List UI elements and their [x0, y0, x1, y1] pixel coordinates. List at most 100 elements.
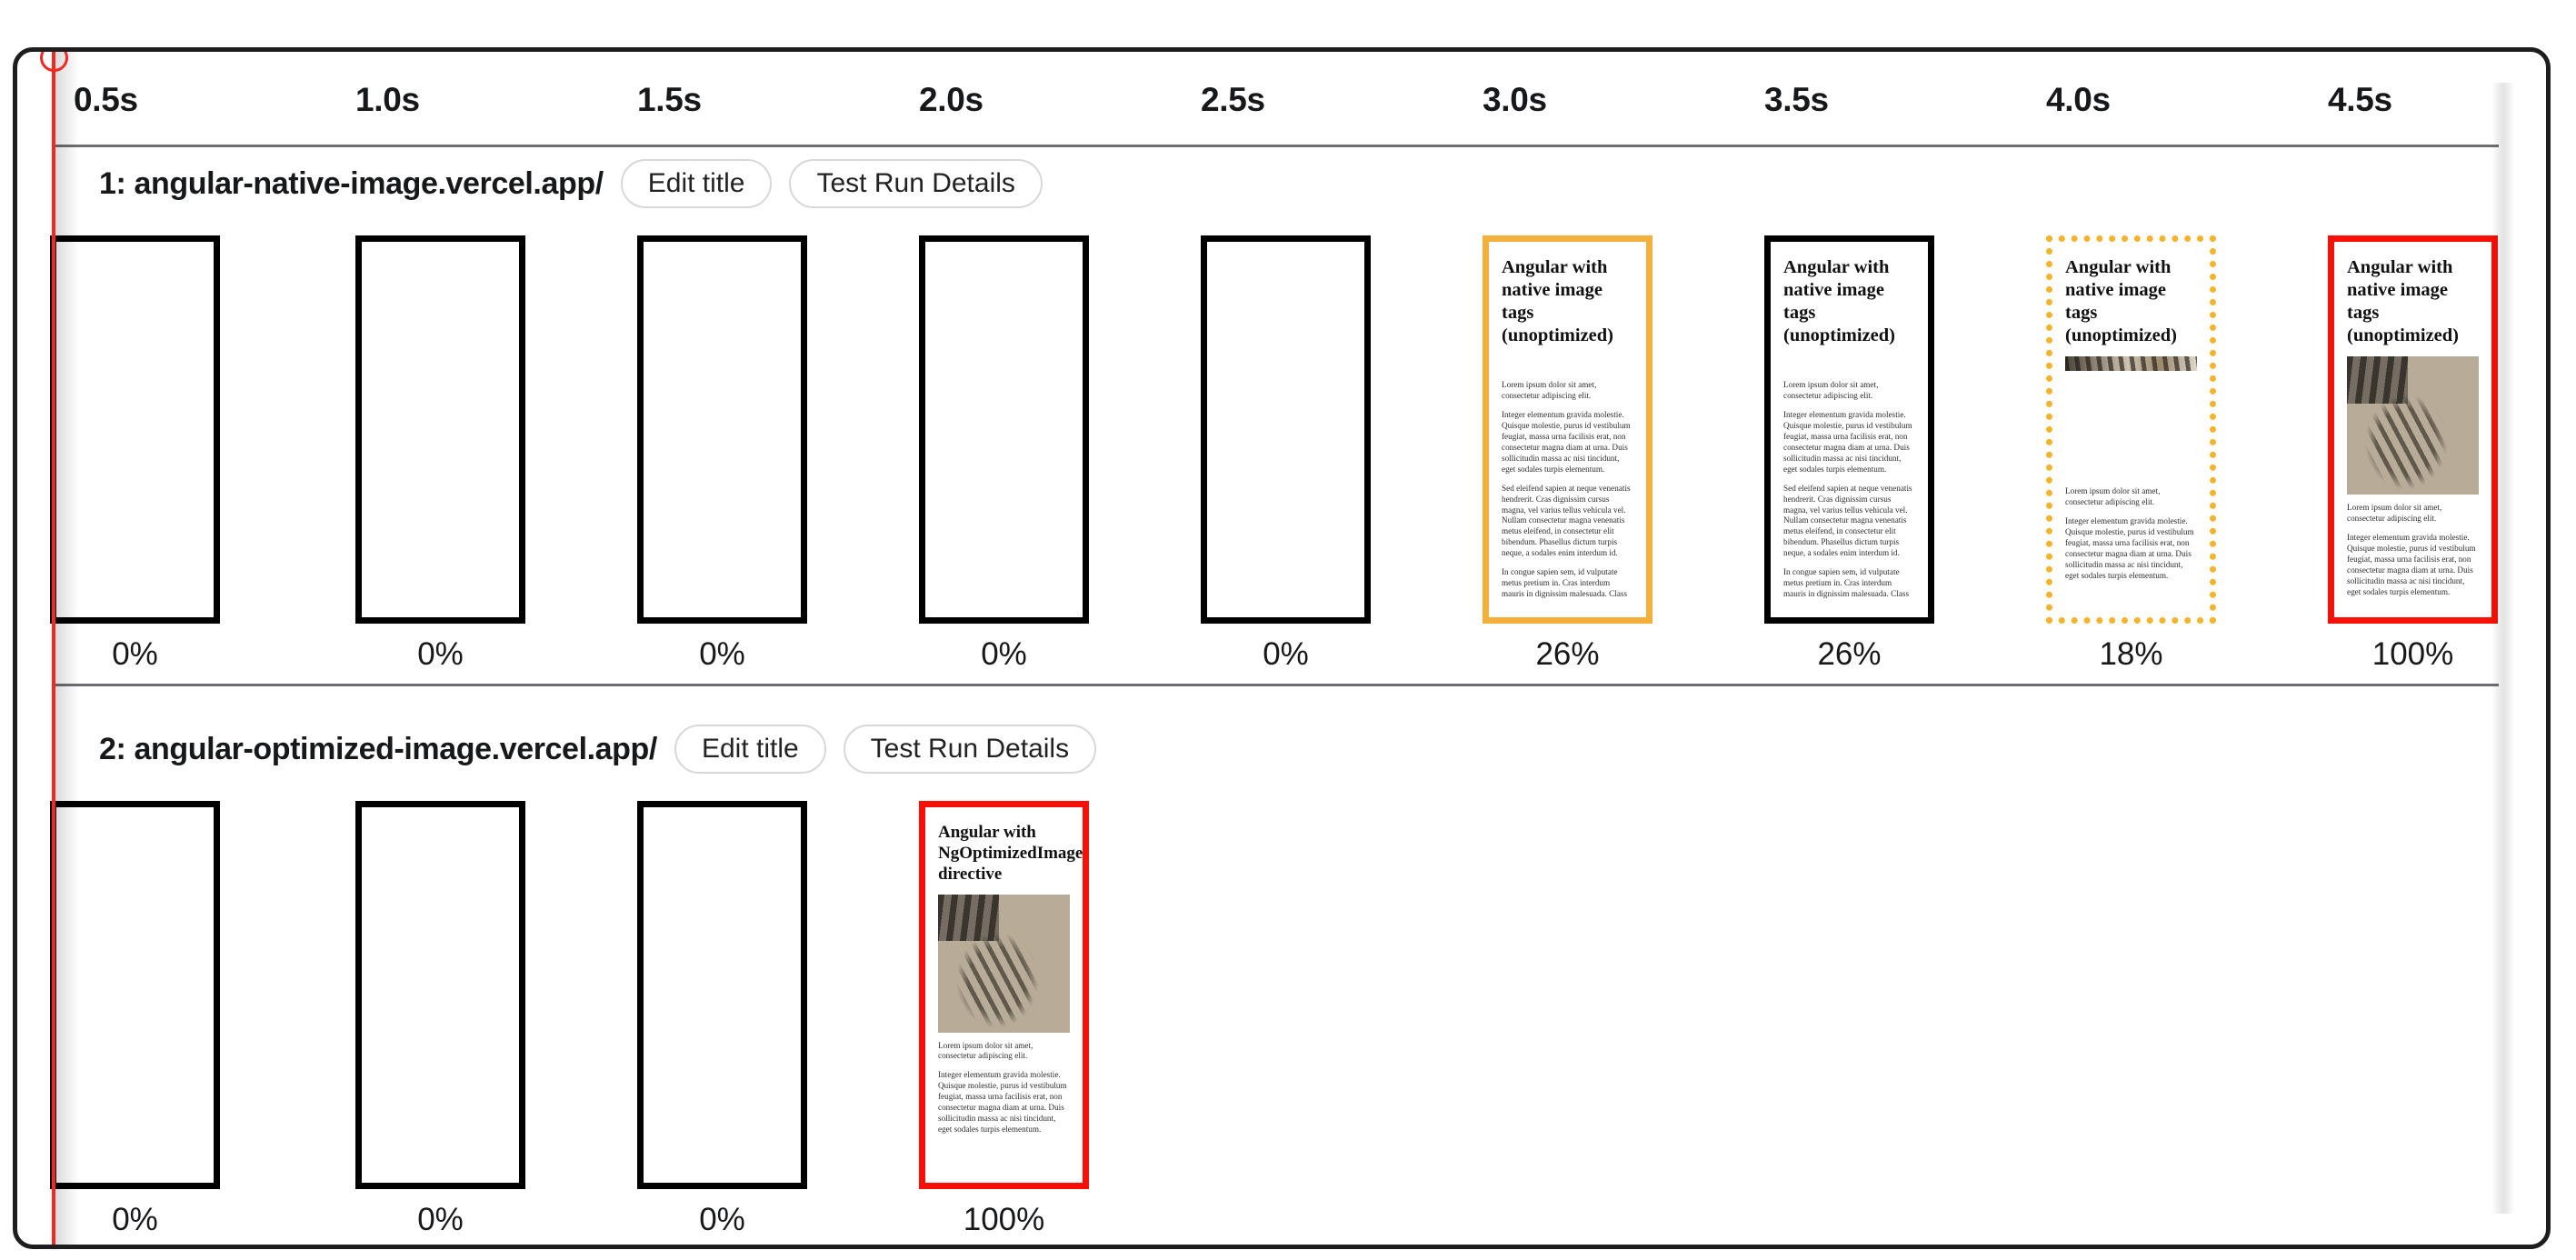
frame-screenshot[interactable]: Angular with native image tags (unoptimi…: [1764, 235, 1934, 624]
frame-screenshot[interactable]: [355, 235, 525, 624]
frame-screenshot[interactable]: [637, 235, 807, 624]
thumbnail-cat-photo: [2347, 356, 2479, 495]
ruler-divider: [55, 145, 2499, 147]
filmstrip-frame[interactable]: Angular with NgOptimizedImage directive L…: [919, 801, 1089, 1238]
frame-percent-label: 0%: [112, 636, 158, 672]
thumbnail-page-paragraph: In congue sapien sem, id vulputate metus…: [1502, 567, 1628, 599]
thumbnail-page-paragraph: Sed eleifend sapien at neque venenatis h…: [1783, 483, 1912, 558]
thumbnail-page-paragraph: Integer elementum gravida molestie. Quis…: [938, 1070, 1067, 1135]
filmstrip-frame[interactable]: 0%: [637, 235, 807, 673]
filmstrip-frame[interactable]: 0%: [355, 235, 525, 673]
thumbnail-cat-photo: [2065, 356, 2197, 371]
cat-image: [2347, 356, 2479, 495]
frame-percent-label: 18%: [2099, 636, 2163, 672]
frame-percent-label: 0%: [417, 636, 464, 672]
cat-image: [938, 894, 1070, 1033]
page-image-placeholder: [1502, 356, 1633, 380]
run-header: 1: angular-native-image.vercel.app/Edit …: [99, 159, 1043, 208]
thumbnail-page-render: Angular with native image tags (unoptimi…: [1771, 242, 1928, 617]
thumbnail-page-render: Angular with native image tags (unoptimi…: [2334, 242, 2491, 617]
filmstrip-frame[interactable]: Angular with native image tags (unoptimi…: [1764, 235, 1934, 673]
frame-percent-label: 100%: [2371, 636, 2454, 672]
thumbnail-page-paragraph: Lorem ipsum dolor sit amet, consectetur …: [2065, 486, 2161, 506]
thumbnail-page-paragraph: Integer elementum gravida molestie. Quis…: [2347, 532, 2476, 596]
frame-screenshot[interactable]: [50, 801, 220, 1189]
time-tick-label: 2.5s: [1201, 81, 1265, 118]
thumbnail-page-render: [56, 807, 214, 1183]
thumbnail-page-paragraph: Lorem ipsum dolor sit amet, consectetur …: [1783, 380, 1879, 400]
frame-screenshot[interactable]: Angular with native image tags (unoptimi…: [1483, 235, 1652, 624]
test-run-details-button[interactable]: Test Run Details: [843, 725, 1097, 774]
thumbnail-page-render: [362, 242, 519, 617]
thumbnail-page-heading: Angular with native image tags (unoptimi…: [1502, 257, 1613, 345]
filmstrip-frame[interactable]: Angular with native image tags (unoptimi…: [2046, 235, 2216, 673]
frame-screenshot[interactable]: [355, 801, 525, 1189]
time-tick-label: 3.5s: [1764, 81, 1829, 118]
frame-percent-label: 0%: [1263, 636, 1309, 672]
frame-percent-label: 26%: [1535, 636, 1600, 672]
frame-percent-label: 0%: [112, 1202, 158, 1237]
thumbnail-page-paragraph: Sed eleifend sapien at neque venenatis h…: [1502, 483, 1631, 558]
time-tick-label: 0.5s: [74, 81, 138, 118]
playhead-handle[interactable]: [40, 52, 68, 72]
timeline-ruler: 0.5s 1.0s 1.5s 2.0s 2.5s 3.0s 3.5s 4.0s 4.5s: [17, 52, 2546, 147]
frame-screenshot[interactable]: [919, 235, 1089, 624]
time-tick-label: 1.0s: [355, 81, 420, 118]
run-header: 2: angular-optimized-image.vercel.app/Ed…: [99, 725, 1097, 774]
cat-image: [2065, 356, 2197, 371]
time-tick-label: 4.5s: [2328, 81, 2392, 118]
filmstrip-frame[interactable]: 0%: [50, 235, 220, 673]
frame-screenshot[interactable]: Angular with native image tags (unoptimi…: [2046, 235, 2216, 624]
thumbnail-cat-photo: [938, 894, 1070, 1033]
thumbnail-page-paragraph: Integer elementum gravida molestie. Quis…: [1783, 409, 1912, 474]
thumbnail-page-render: [1207, 242, 1364, 617]
filmstrip-frame[interactable]: Angular with native image tags (unoptimi…: [1483, 235, 1652, 673]
time-tick-label: 1.5s: [637, 81, 702, 118]
filmstrip-frame[interactable]: 0%: [637, 801, 807, 1238]
thumbnail-page-render: Angular with native image tags (unoptimi…: [2052, 242, 2210, 617]
frame-percent-label: 100%: [963, 1202, 1045, 1237]
time-tick-label: 2.0s: [919, 81, 983, 118]
frame-screenshot[interactable]: [637, 801, 807, 1189]
thumbnail-page-paragraph: Lorem ipsum dolor sit amet, consectetur …: [938, 1040, 1033, 1061]
frame-percent-label: 0%: [417, 1202, 464, 1237]
time-tick-label: 4.0s: [2046, 81, 2111, 118]
thumbnail-page-render: [56, 242, 214, 617]
thumbnail-page-render: [362, 807, 519, 1183]
frame-screenshot[interactable]: Angular with NgOptimizedImage directive L…: [919, 801, 1089, 1189]
thumbnail-page-paragraph: Integer elementum gravida molestie. Quis…: [1502, 409, 1631, 474]
thumbnail-page-paragraph: Lorem ipsum dolor sit amet, consectetur …: [1502, 380, 1597, 400]
frame-percent-label: 0%: [981, 636, 1027, 672]
thumbnail-page-render: [644, 242, 801, 617]
frame-screenshot[interactable]: [1201, 235, 1371, 624]
page-image-placeholder: [1783, 356, 1915, 380]
thumbnail-page-heading: Angular with native image tags (unoptimi…: [2065, 257, 2177, 345]
filmstrip-panel: 0.5s 1.0s 1.5s 2.0s 2.5s 3.0s 3.5s 4.0s 4.5s 1: …: [13, 47, 2551, 1249]
thumbnail-page-render: [925, 242, 1083, 617]
thumbnail-page-render: [644, 807, 801, 1183]
frame-percent-label: 0%: [699, 1202, 745, 1237]
thumbnail-page-paragraph: In congue sapien sem, id vulputate metus…: [1783, 567, 1910, 599]
edit-title-button[interactable]: Edit title: [620, 159, 773, 208]
thumbnail-page-heading: Angular with native image tags (unoptimi…: [2347, 257, 2459, 345]
filmstrip-frame[interactable]: 0%: [1201, 235, 1371, 673]
page-blank-gap: [2065, 379, 2197, 486]
filmstrip-frame[interactable]: 0%: [919, 235, 1089, 673]
run-row-divider: [55, 684, 2499, 686]
filmstrip-scroll-area[interactable]: 0.5s 1.0s 1.5s 2.0s 2.5s 3.0s 3.5s 4.0s 4.5s 1: …: [17, 52, 2546, 1245]
thumbnail-page-heading: Angular with native image tags (unoptimi…: [1783, 257, 1895, 345]
filmstrip-frame[interactable]: 0%: [355, 801, 525, 1238]
frame-screenshot[interactable]: [50, 235, 220, 624]
thumbnail-page-render: Angular with native image tags (unoptimi…: [1489, 242, 1646, 617]
thumbnail-page-heading: Angular with NgOptimizedImage directive: [938, 823, 1083, 885]
frame-percent-label: 0%: [699, 636, 745, 672]
frame-percent-label: 26%: [1817, 636, 1882, 672]
run-title: 1: angular-native-image.vercel.app/: [99, 165, 604, 201]
edit-title-button[interactable]: Edit title: [674, 725, 826, 774]
frame-screenshot[interactable]: Angular with native image tags (unoptimi…: [2328, 235, 2498, 624]
test-run-details-button[interactable]: Test Run Details: [789, 159, 1043, 208]
playhead-line[interactable]: [52, 52, 55, 1245]
filmstrip-frame[interactable]: 0%: [50, 801, 220, 1238]
filmstrip-frame[interactable]: Angular with native image tags (unoptimi…: [2328, 235, 2498, 673]
thumbnail-page-paragraph: Lorem ipsum dolor sit amet, consectetur …: [2347, 503, 2442, 523]
